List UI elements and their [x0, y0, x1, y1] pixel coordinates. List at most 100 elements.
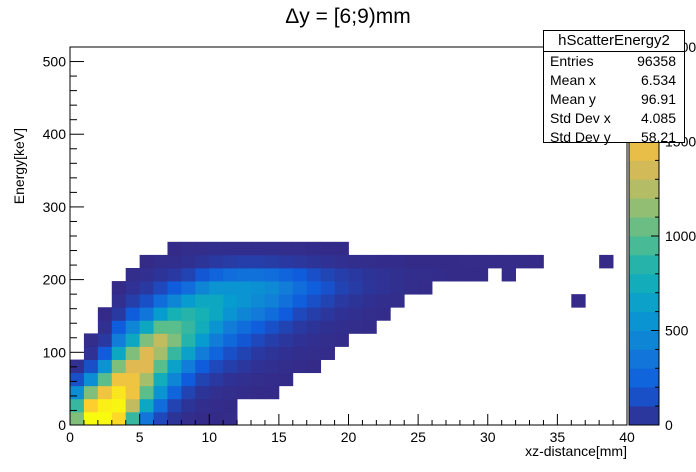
- heatmap-cell: [473, 254, 489, 269]
- heatmap-cell: [139, 254, 154, 269]
- heatmap-cell: [348, 267, 363, 282]
- heatmap-cell: [501, 267, 516, 282]
- heatmap-cell: [167, 385, 182, 400]
- heatmap-cell: [264, 333, 280, 347]
- colorbar-segment: [629, 330, 659, 350]
- heatmap-cell: [125, 385, 141, 400]
- heatmap-cell: [167, 241, 182, 256]
- heatmap-cell: [320, 281, 335, 295]
- heatmap-cell: [153, 411, 168, 426]
- heatmap-cell: [459, 254, 475, 269]
- stats-value: 6.534: [640, 72, 676, 88]
- heatmap-cell: [390, 267, 405, 282]
- heatmap-cell: [251, 254, 266, 269]
- heatmap-cell: [153, 359, 168, 374]
- heatmap-cell: [251, 241, 266, 256]
- heatmap-cell: [264, 294, 280, 308]
- stats-row: Mean x 6.534: [544, 71, 684, 90]
- heatmap-cell: [83, 346, 99, 360]
- heatmap-cell: [111, 307, 127, 321]
- heatmap-cell: [139, 294, 154, 308]
- heatmap-cell: [209, 294, 224, 308]
- colorbar-segment: [629, 236, 659, 256]
- heatmap-cell: [445, 254, 461, 269]
- heatmap-cell: [237, 307, 252, 321]
- heatmap-cell: [70, 411, 85, 426]
- colorbar-tick-label: 500: [665, 323, 689, 339]
- heatmap-cell: [111, 359, 127, 374]
- heatmap-cell: [487, 254, 503, 269]
- heatmap-cell: [306, 307, 322, 321]
- heatmap-cell: [97, 372, 113, 387]
- heatmap-cell: [278, 346, 294, 360]
- heatmap-cell: [139, 281, 154, 295]
- heatmap-cell: [167, 346, 182, 360]
- heatmap-cell: [348, 307, 363, 321]
- heatmap-cell: [390, 294, 405, 308]
- heatmap-cell: [376, 267, 391, 282]
- stats-value: 58.21: [640, 129, 676, 145]
- heatmap-cell: [153, 372, 168, 387]
- heatmap-cell: [432, 254, 447, 269]
- heatmap-cell: [167, 359, 182, 374]
- heatmap-cell: [70, 359, 85, 374]
- heatmap-cell: [83, 398, 99, 413]
- heatmap-cell: [292, 294, 308, 308]
- heatmap-cell: [97, 385, 113, 400]
- heatmap-cell: [306, 359, 322, 374]
- heatmap-cell: [181, 281, 196, 295]
- heatmap-cell: [167, 294, 182, 308]
- x-axis-ticks: 0 5 10 15 20 25 30 35 40: [66, 414, 635, 445]
- heatmap-cell: [223, 398, 238, 413]
- heatmap-cell: [209, 398, 224, 413]
- heatmap-cell: [125, 372, 141, 387]
- heatmap-cell: [111, 320, 127, 334]
- heatmap-cell: [320, 254, 335, 269]
- heatmap-cell: [167, 411, 182, 426]
- heatmap-cell: [404, 254, 419, 269]
- colorbar-segment: [629, 179, 659, 199]
- heatmap-cell: [111, 398, 127, 413]
- heatmap-cell: [362, 294, 377, 308]
- colorbar-segment: [629, 406, 659, 426]
- heatmap-cell: [83, 411, 99, 426]
- heatmap-cell: [167, 254, 182, 269]
- heatmap-cell: [153, 333, 168, 347]
- heatmap-cell: [251, 267, 266, 282]
- stats-value: 4.085: [640, 110, 676, 126]
- y-tick-label: 100: [43, 344, 67, 360]
- heatmap-cell: [209, 359, 224, 374]
- heatmap-cell: [306, 241, 322, 256]
- heatmap-cell: [237, 267, 252, 282]
- x-tick-label: 10: [201, 429, 217, 445]
- heatmap-cell: [70, 398, 85, 413]
- heatmap-cell: [195, 267, 210, 282]
- heatmap-cell: [292, 267, 308, 282]
- heatmap-cell: [139, 307, 154, 321]
- heatmap-cell: [278, 281, 294, 295]
- heatmap-cell: [195, 281, 210, 295]
- heatmap-cell: [292, 307, 308, 321]
- heatmap-cell: [223, 254, 238, 269]
- heatmap-cell: [153, 398, 168, 413]
- heatmap-cell: [292, 333, 308, 347]
- heatmap-cell: [223, 307, 238, 321]
- heatmap-cell: [111, 372, 127, 387]
- heatmap-cell: [237, 372, 252, 387]
- heatmap-cell: [223, 267, 238, 282]
- heatmap-cell: [320, 333, 335, 347]
- heatmap-cell: [111, 346, 127, 360]
- heatmap-cell: [209, 333, 224, 347]
- heatmap-cell: [195, 294, 210, 308]
- stats-box: hScatterEnergy2 Entries 96358 Mean x 6.5…: [543, 30, 685, 145]
- stats-label: Mean y: [550, 91, 596, 107]
- heatmap-cell: [237, 385, 252, 400]
- heatmap-cell: [181, 372, 196, 387]
- heatmap-cell: [306, 254, 322, 269]
- stats-value: 96.91: [640, 91, 676, 107]
- heatmap-cell: [292, 346, 308, 360]
- colorbar-segment: [629, 349, 659, 369]
- heatmap-cell: [153, 267, 168, 282]
- heatmap-cell: [195, 333, 210, 347]
- heatmap-cell: [139, 320, 154, 334]
